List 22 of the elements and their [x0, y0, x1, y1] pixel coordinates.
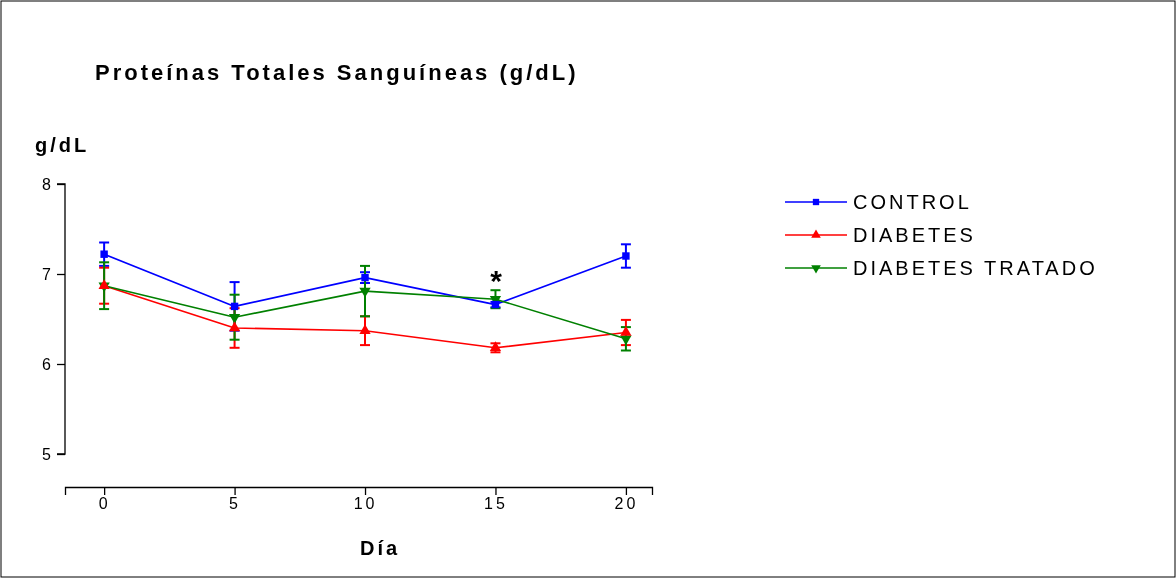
point — [228, 321, 241, 332]
y-tick-label: 6 — [42, 355, 54, 373]
point — [100, 250, 108, 258]
legend-label: CONTROL — [853, 191, 972, 213]
point — [228, 313, 241, 324]
chart-title: Proteínas Totales Sanguíneas (g/dL) — [95, 60, 579, 85]
point — [98, 279, 110, 289]
x-tick-label: 0 — [98, 495, 111, 513]
y-tick-label: 8 — [42, 175, 54, 193]
x-tick-label: 5 — [229, 495, 242, 513]
point — [620, 325, 632, 336]
annotation: * — [490, 264, 503, 297]
legend-label: DIABETES — [853, 224, 976, 246]
y-tick-label: 7 — [42, 265, 54, 283]
x-tick-label: 20 — [614, 495, 639, 513]
x-axis-title: Día — [359, 537, 401, 559]
x-tick-label: 10 — [353, 495, 378, 513]
y-axis-title: g/dL — [35, 134, 90, 156]
y-tick-label: 5 — [42, 445, 54, 463]
legend-label: DIABETES TRATADO — [853, 257, 1098, 279]
x-tick-label: 15 — [484, 495, 508, 513]
point — [622, 252, 630, 260]
